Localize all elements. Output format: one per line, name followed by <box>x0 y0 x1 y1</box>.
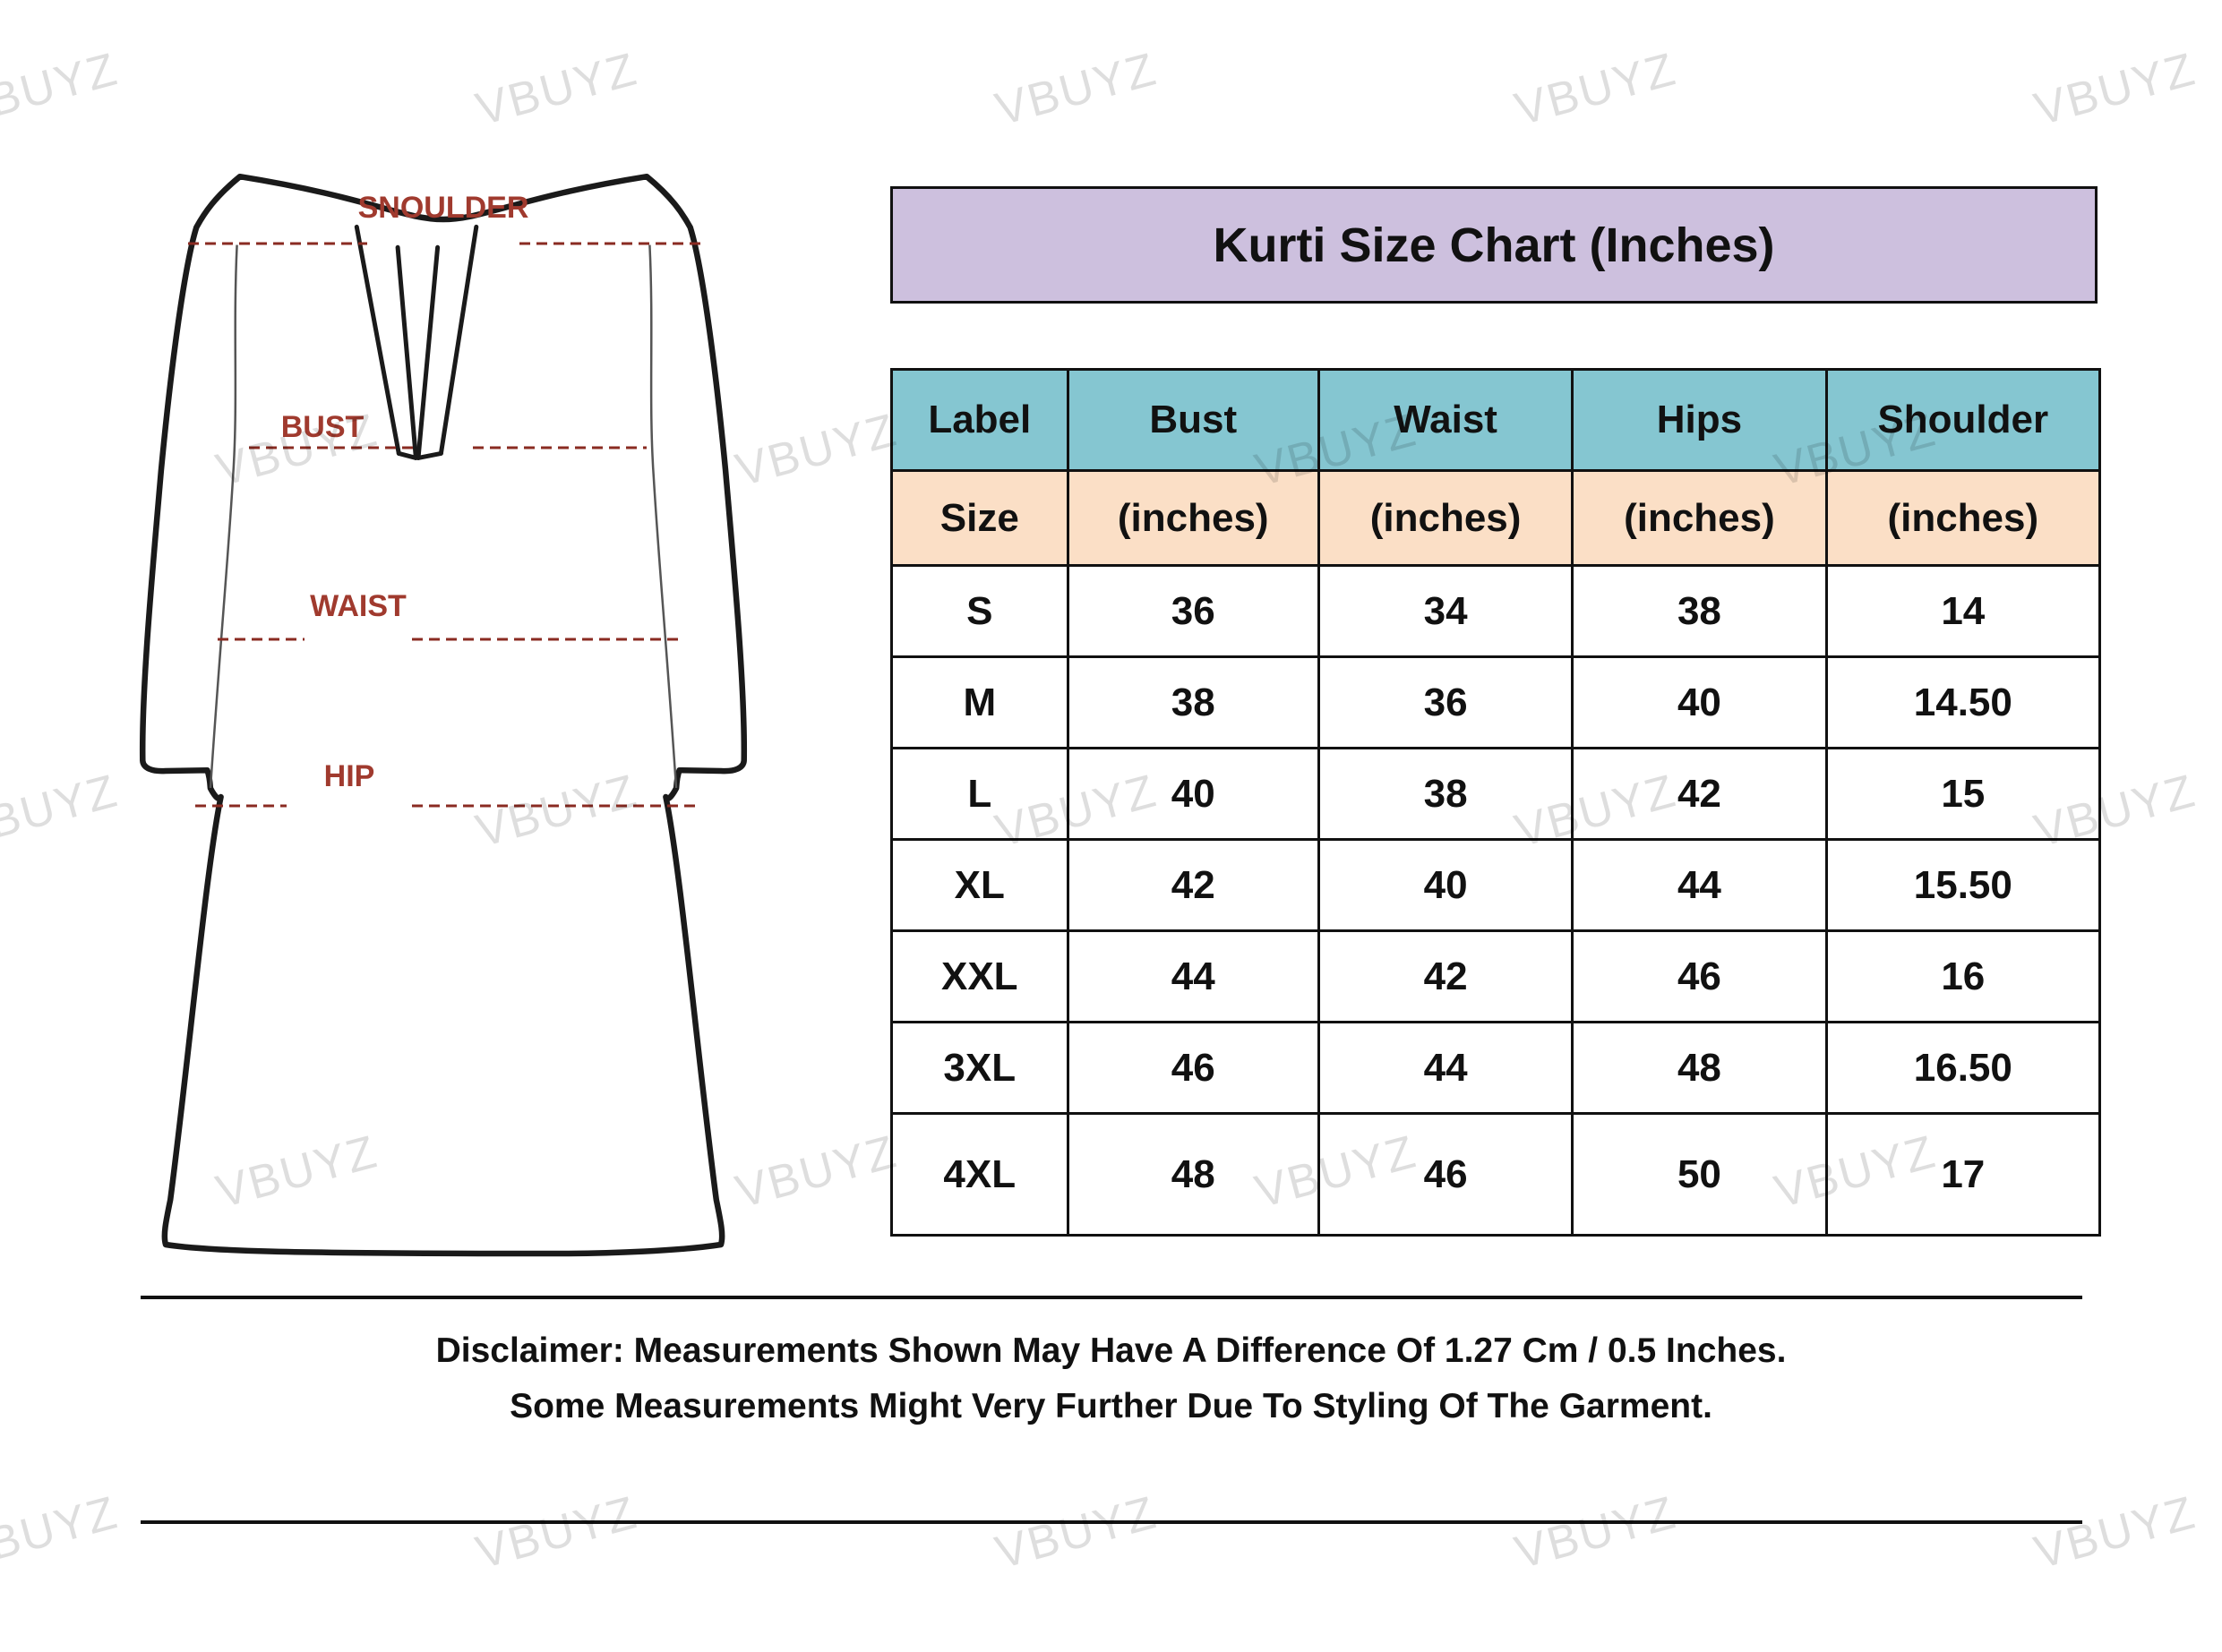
svg-text:SNOULDER: SNOULDER <box>358 191 529 225</box>
svg-text:BUST: BUST <box>281 410 365 444</box>
svg-text:WAIST: WAIST <box>310 589 407 623</box>
svg-text:HIP: HIP <box>324 759 375 793</box>
